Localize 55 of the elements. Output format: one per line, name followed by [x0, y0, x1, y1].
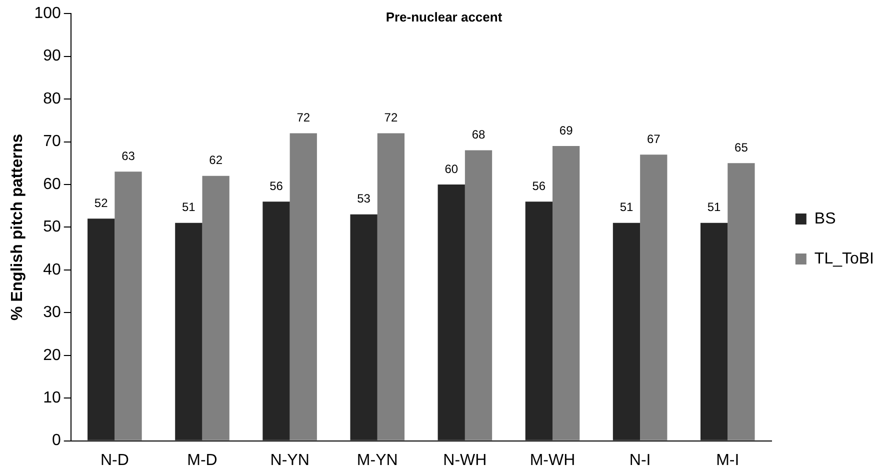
bar — [175, 222, 202, 440]
x-tick-label: M-WH — [530, 452, 576, 469]
data-label: 69 — [559, 123, 574, 138]
chart-title: Pre-nuclear accent — [386, 9, 503, 24]
y-tick-label: 30 — [43, 304, 61, 322]
x-tick-label: N-D — [100, 452, 129, 469]
data-label: 56 — [270, 178, 284, 193]
bar — [438, 184, 465, 440]
bar — [552, 146, 580, 440]
y-tick-label: 20 — [43, 346, 61, 364]
data-label: 60 — [444, 162, 458, 176]
y-tick-label: 90 — [43, 48, 61, 65]
x-tick-label: N-I — [629, 452, 651, 469]
x-tick-label: M-D — [187, 452, 218, 469]
bar — [262, 202, 290, 440]
x-tick-label: M-I — [716, 452, 740, 469]
bar — [290, 133, 317, 440]
y-tick-label: 40 — [43, 261, 61, 278]
y-tick-label: 80 — [43, 90, 61, 108]
bar — [640, 154, 668, 440]
y-tick-label: 100 — [34, 5, 61, 22]
data-label: 51 — [620, 200, 634, 214]
y-axis-title: % English pitch patterns — [9, 134, 26, 321]
data-label: 68 — [472, 128, 486, 142]
bar — [88, 218, 115, 440]
data-label: 53 — [357, 192, 371, 206]
data-label: 72 — [384, 110, 398, 125]
bar — [114, 172, 142, 440]
legend-label: BS — [814, 210, 836, 228]
bar — [612, 222, 640, 440]
y-tick-label: 50 — [43, 218, 61, 236]
x-tick-label: N-WH — [443, 452, 487, 469]
bar — [202, 176, 230, 440]
data-label: 52 — [94, 196, 108, 210]
bar — [525, 202, 552, 440]
y-tick-label: 10 — [43, 389, 61, 406]
data-label: 51 — [707, 200, 722, 214]
bar — [700, 222, 728, 440]
y-tick-label: 70 — [43, 133, 61, 150]
bar — [377, 133, 405, 440]
bar — [464, 150, 492, 440]
data-label: 63 — [122, 148, 136, 163]
bar — [350, 214, 378, 440]
legend-label: TL_ToBI — [814, 250, 874, 268]
data-label: 51 — [182, 200, 196, 214]
x-tick-label: N-YN — [270, 452, 310, 469]
data-label: 72 — [296, 110, 310, 125]
x-tick-label: M-YN — [356, 452, 398, 469]
y-tick-label: 60 — [43, 176, 61, 193]
data-label: 67 — [646, 132, 661, 146]
data-label: 65 — [734, 140, 748, 154]
data-label: 62 — [209, 153, 223, 168]
data-label: 56 — [532, 178, 546, 193]
bar — [728, 163, 755, 440]
y-tick-label: 0 — [52, 432, 61, 450]
